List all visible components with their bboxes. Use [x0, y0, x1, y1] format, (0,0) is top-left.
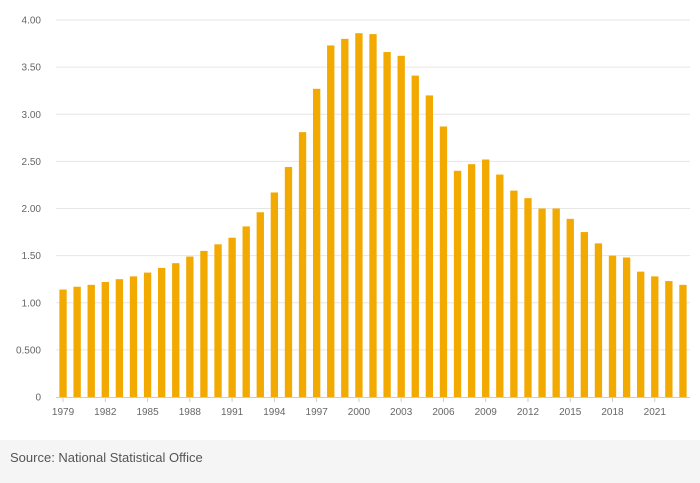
bar-2020: [637, 271, 645, 397]
bar-2000: [355, 33, 363, 397]
chart-area: 0 0.500 1.00 1.50 2.00 2.50 3.00 3.50 4.00 1979 1…: [15, 15, 690, 418]
y-tick-label: 4.00: [22, 16, 42, 27]
y-tick-label: 1.00: [22, 298, 42, 309]
y-tick-label: 1.50: [22, 251, 42, 262]
x-tick-label: 1994: [263, 407, 286, 418]
x-tick-label: 2000: [348, 407, 371, 418]
bar-2001: [369, 34, 377, 397]
bar-2009: [482, 159, 490, 397]
x-tick-label: 2003: [390, 407, 413, 418]
source-note: Source: National Statistical Office: [10, 450, 203, 465]
bar-1995: [284, 167, 293, 397]
bar-2010: [496, 174, 504, 397]
bar-1988: [186, 256, 194, 397]
y-tick-label: 2.00: [22, 204, 42, 215]
y-tick-label: 2.50: [22, 157, 42, 168]
bar-1984: [129, 276, 138, 397]
bar-1994: [270, 192, 279, 397]
bar-1991: [228, 237, 236, 397]
bar-1992: [242, 226, 250, 397]
x-tick-label: 1982: [94, 407, 117, 418]
bar-2015: [566, 218, 574, 397]
bar-1982: [101, 282, 109, 397]
bar-1981: [87, 284, 95, 397]
bars: [59, 33, 687, 398]
bar-1980: [73, 286, 81, 397]
bar-2018: [608, 255, 617, 397]
x-axis-labels: 1979 1982 1985 1988 1991 1994 1997 2000 2003 2006…: [52, 407, 666, 418]
x-tick-label: 1988: [179, 407, 202, 418]
y-tick-label: 3.00: [22, 110, 42, 121]
bar-2014: [552, 208, 560, 397]
bar-1986: [158, 267, 166, 397]
bar-2003: [397, 55, 405, 397]
x-tick-label: 2021: [644, 407, 667, 418]
bar-2007: [453, 170, 462, 397]
x-tick-label: 2009: [475, 407, 498, 418]
bar-1996: [298, 132, 307, 397]
bar-2004: [411, 75, 419, 398]
bar-1987: [172, 263, 180, 397]
x-tick-label: 1991: [221, 407, 244, 418]
x-tick-label: 2012: [517, 407, 540, 418]
bar-1985: [143, 272, 152, 397]
bar-2017: [594, 243, 603, 397]
x-tick-label: 1997: [306, 407, 329, 418]
bar-1999: [341, 38, 349, 397]
y-axis-labels: 0 0.500 1.00 1.50 2.00 2.50 3.00 3.50 4.00: [16, 16, 41, 404]
bar-2012: [524, 198, 532, 397]
bar-1998: [327, 45, 335, 397]
bar-2023: [679, 284, 687, 397]
y-tick-label: 0: [35, 393, 41, 404]
bar-1993: [256, 212, 264, 397]
x-tick-label: 1985: [136, 407, 159, 418]
bar-2013: [538, 208, 546, 397]
y-tick-label: 0.500: [16, 345, 41, 356]
bar-2002: [383, 52, 391, 398]
bar-2021: [651, 276, 659, 397]
x-tick-label: 1979: [52, 407, 75, 418]
bar-1990: [214, 244, 222, 397]
bar-2008: [467, 164, 476, 397]
bar-2006: [439, 126, 448, 397]
x-axis: [56, 397, 690, 402]
x-tick-label: 2015: [559, 407, 582, 418]
bar-2022: [665, 281, 673, 397]
y-tick-label: 3.50: [22, 63, 42, 74]
bar-2011: [510, 190, 518, 397]
bar-2019: [622, 257, 631, 397]
bar-1979: [59, 289, 67, 397]
bar-1989: [200, 250, 208, 397]
x-tick-label: 2006: [432, 407, 455, 418]
bar-1983: [115, 279, 124, 397]
x-tick-label: 2018: [601, 407, 624, 418]
bar-2016: [580, 232, 588, 397]
bar-1997: [312, 88, 321, 398]
bar-2005: [425, 95, 434, 398]
